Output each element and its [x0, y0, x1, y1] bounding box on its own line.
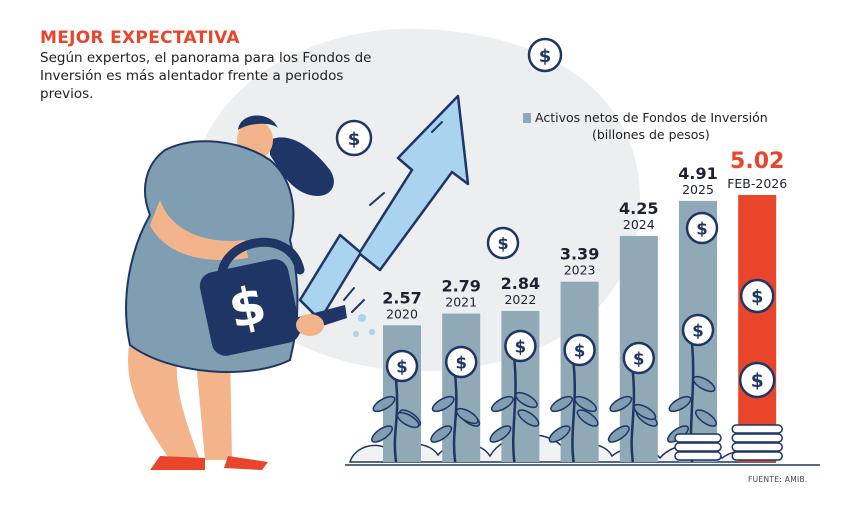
coin-stack [731, 433, 783, 443]
coin-stack [674, 433, 722, 443]
dollar-coin-icon: $ [738, 361, 776, 399]
dollar-coin-icon: $ [681, 313, 715, 347]
coin-stack [731, 451, 783, 461]
value-label: 4.91 [678, 164, 717, 183]
svg-text:$: $ [692, 321, 703, 340]
svg-text:$: $ [696, 219, 707, 238]
dollar-coin-icon: $ [563, 333, 596, 367]
plant-icon [607, 371, 658, 463]
dollar-coin-icon: $ [739, 278, 775, 314]
svg-text:$: $ [539, 46, 552, 67]
dollar-coin-icon: $ [385, 349, 419, 383]
floating-coin-icon: $ [527, 37, 563, 73]
chart-title: MEJOR EXPECTATIVA [40, 28, 240, 48]
svg-text:$: $ [751, 288, 763, 308]
bar-2021 [442, 313, 481, 462]
svg-text:$: $ [751, 371, 764, 392]
woman-illustration: $ [125, 115, 375, 470]
dollar-coin-icon: $ [685, 211, 719, 245]
category-label: FEB-2026 [727, 176, 787, 191]
svg-text:$: $ [574, 341, 585, 360]
svg-text:$: $ [497, 234, 508, 253]
floating-coin-icon: $ [486, 226, 520, 260]
plant-icon [548, 363, 599, 463]
svg-text:$: $ [455, 353, 466, 372]
plant-icon [430, 375, 481, 463]
svg-text:$: $ [396, 357, 407, 376]
svg-text:$: $ [515, 337, 526, 356]
value-label: 2.84 [501, 274, 540, 293]
coin-stack [731, 442, 783, 452]
chart-subtitle: Según expertos, el panorama para los Fon… [40, 50, 372, 102]
plant-icon [371, 379, 421, 463]
category-label: 2024 [623, 217, 655, 232]
coin-stack [674, 451, 722, 461]
svg-text:$: $ [633, 349, 644, 368]
value-label: 2.79 [441, 277, 480, 296]
bar-FEB-2026 [738, 195, 777, 462]
category-label: 2022 [504, 292, 536, 307]
coin-stack [731, 424, 783, 434]
bar-2020 [383, 325, 421, 462]
dollar-coin-icon: $ [444, 345, 478, 379]
category-label: 2025 [682, 182, 714, 197]
dollar-coin-icon: $ [504, 329, 537, 363]
category-label: 2021 [445, 295, 477, 310]
plant-icon [489, 359, 540, 463]
source-note: FUENTE: AMIB. [748, 475, 808, 484]
category-label: 2020 [386, 306, 418, 321]
legend-unit: (billones de pesos) [592, 127, 710, 142]
watering-can-icon: $ [199, 237, 347, 356]
value-label: 2.57 [382, 288, 421, 307]
growth-arrow-icon [298, 94, 470, 322]
category-label: 2023 [564, 263, 596, 278]
floating-coin-icon: $ [335, 119, 373, 157]
value-label: 3.39 [560, 245, 599, 264]
value-label: 5.02 [730, 149, 784, 174]
value-label: 4.25 [619, 199, 658, 218]
svg-text:$: $ [348, 129, 361, 150]
dollar-coin-icon: $ [622, 341, 656, 375]
legend-label: Activos netos de Fondos de Inversión [535, 110, 768, 125]
legend-swatch [523, 113, 531, 123]
coin-stack [674, 442, 722, 452]
